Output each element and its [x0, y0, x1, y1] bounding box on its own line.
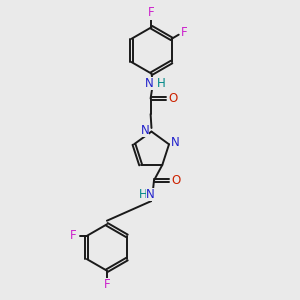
Text: N: N [171, 136, 180, 149]
Text: N: N [141, 124, 149, 136]
Text: H: H [139, 188, 148, 201]
Text: N: N [145, 76, 154, 90]
Text: F: F [70, 230, 76, 242]
Text: F: F [181, 26, 188, 39]
Text: N: N [146, 188, 154, 201]
Text: O: O [168, 92, 177, 105]
Text: O: O [171, 174, 181, 187]
Text: H: H [157, 76, 166, 90]
Text: F: F [148, 7, 155, 20]
Text: F: F [103, 278, 110, 291]
